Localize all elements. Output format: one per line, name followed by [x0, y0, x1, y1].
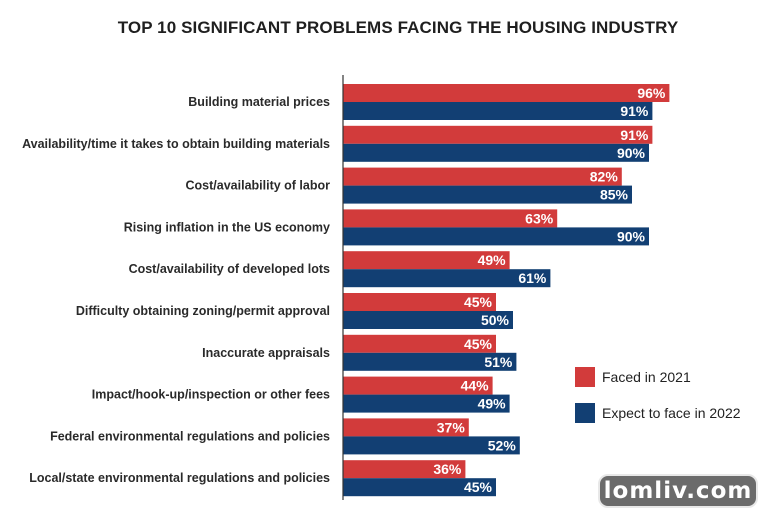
data-label: 63% — [525, 210, 554, 226]
data-label: 96% — [637, 85, 666, 101]
bar-2021 — [343, 418, 469, 437]
bar-2021 — [343, 84, 670, 102]
data-label: 51% — [484, 354, 513, 370]
bar-2021 — [343, 167, 622, 186]
category-label: Rising inflation in the US economy — [124, 220, 330, 234]
data-label: 91% — [620, 103, 649, 119]
category-label: Building material prices — [188, 95, 330, 109]
category-label: Impact/hook-up/inspection or other fees — [92, 388, 330, 402]
category-label: Availability/time it takes to obtain bui… — [22, 137, 330, 151]
data-label: 49% — [478, 396, 507, 412]
category-label: Cost/availability of developed lots — [129, 262, 330, 276]
category-label: Difficulty obtaining zoning/permit appro… — [76, 304, 330, 318]
data-label: 45% — [464, 336, 493, 352]
data-label: 82% — [590, 169, 619, 185]
bar-2021 — [343, 460, 466, 479]
data-label: 36% — [433, 461, 462, 477]
bar-2022 — [343, 478, 496, 497]
data-label: 61% — [518, 270, 547, 286]
bar-2022 — [343, 394, 510, 413]
data-label: 49% — [478, 252, 507, 268]
legend-swatch-2021 — [575, 367, 595, 387]
chart-title: TOP 10 SIGNIFICANT PROBLEMS FACING THE H… — [117, 18, 679, 37]
bar-2021 — [343, 334, 496, 353]
category-label: Federal environmental regulations and po… — [50, 429, 330, 443]
data-label: 91% — [620, 127, 649, 143]
data-label: 45% — [464, 479, 493, 495]
bar-2021 — [343, 376, 493, 395]
data-label: 85% — [600, 187, 629, 203]
data-label: 45% — [464, 294, 493, 310]
bar-2022 — [343, 227, 649, 246]
data-label: 52% — [488, 437, 517, 453]
bar-2022 — [343, 102, 653, 120]
bar-2021 — [343, 251, 510, 270]
category-label: Inaccurate appraisals — [202, 346, 330, 360]
category-label: Cost/availability of labor — [186, 179, 331, 193]
legend: Faced in 2021 Expect to face in 2022 — [575, 367, 741, 423]
legend-label: Expect to face in 2022 — [602, 405, 741, 421]
bar-2021 — [343, 125, 653, 144]
bar-2021 — [343, 209, 558, 228]
data-label: 90% — [617, 228, 646, 244]
bars-layer: Building material prices 96% 91% Availabili… — [22, 84, 670, 497]
bar-2022 — [343, 185, 632, 204]
bar-2022 — [343, 352, 517, 371]
data-label: 37% — [437, 419, 466, 435]
bar-2022 — [343, 436, 520, 455]
watermark-logo: lomliv.com — [598, 474, 758, 508]
bar-2022 — [343, 143, 649, 162]
bar-2021 — [343, 293, 496, 311]
bar-2022 — [343, 269, 551, 288]
legend-label: Faced in 2021 — [602, 369, 691, 385]
category-label: Local/state environmental regulations an… — [29, 471, 330, 485]
bar-2022 — [343, 311, 513, 329]
data-label: 44% — [461, 378, 490, 394]
data-label: 90% — [617, 145, 646, 161]
legend-swatch-2022 — [575, 403, 595, 423]
data-label: 50% — [481, 312, 510, 328]
